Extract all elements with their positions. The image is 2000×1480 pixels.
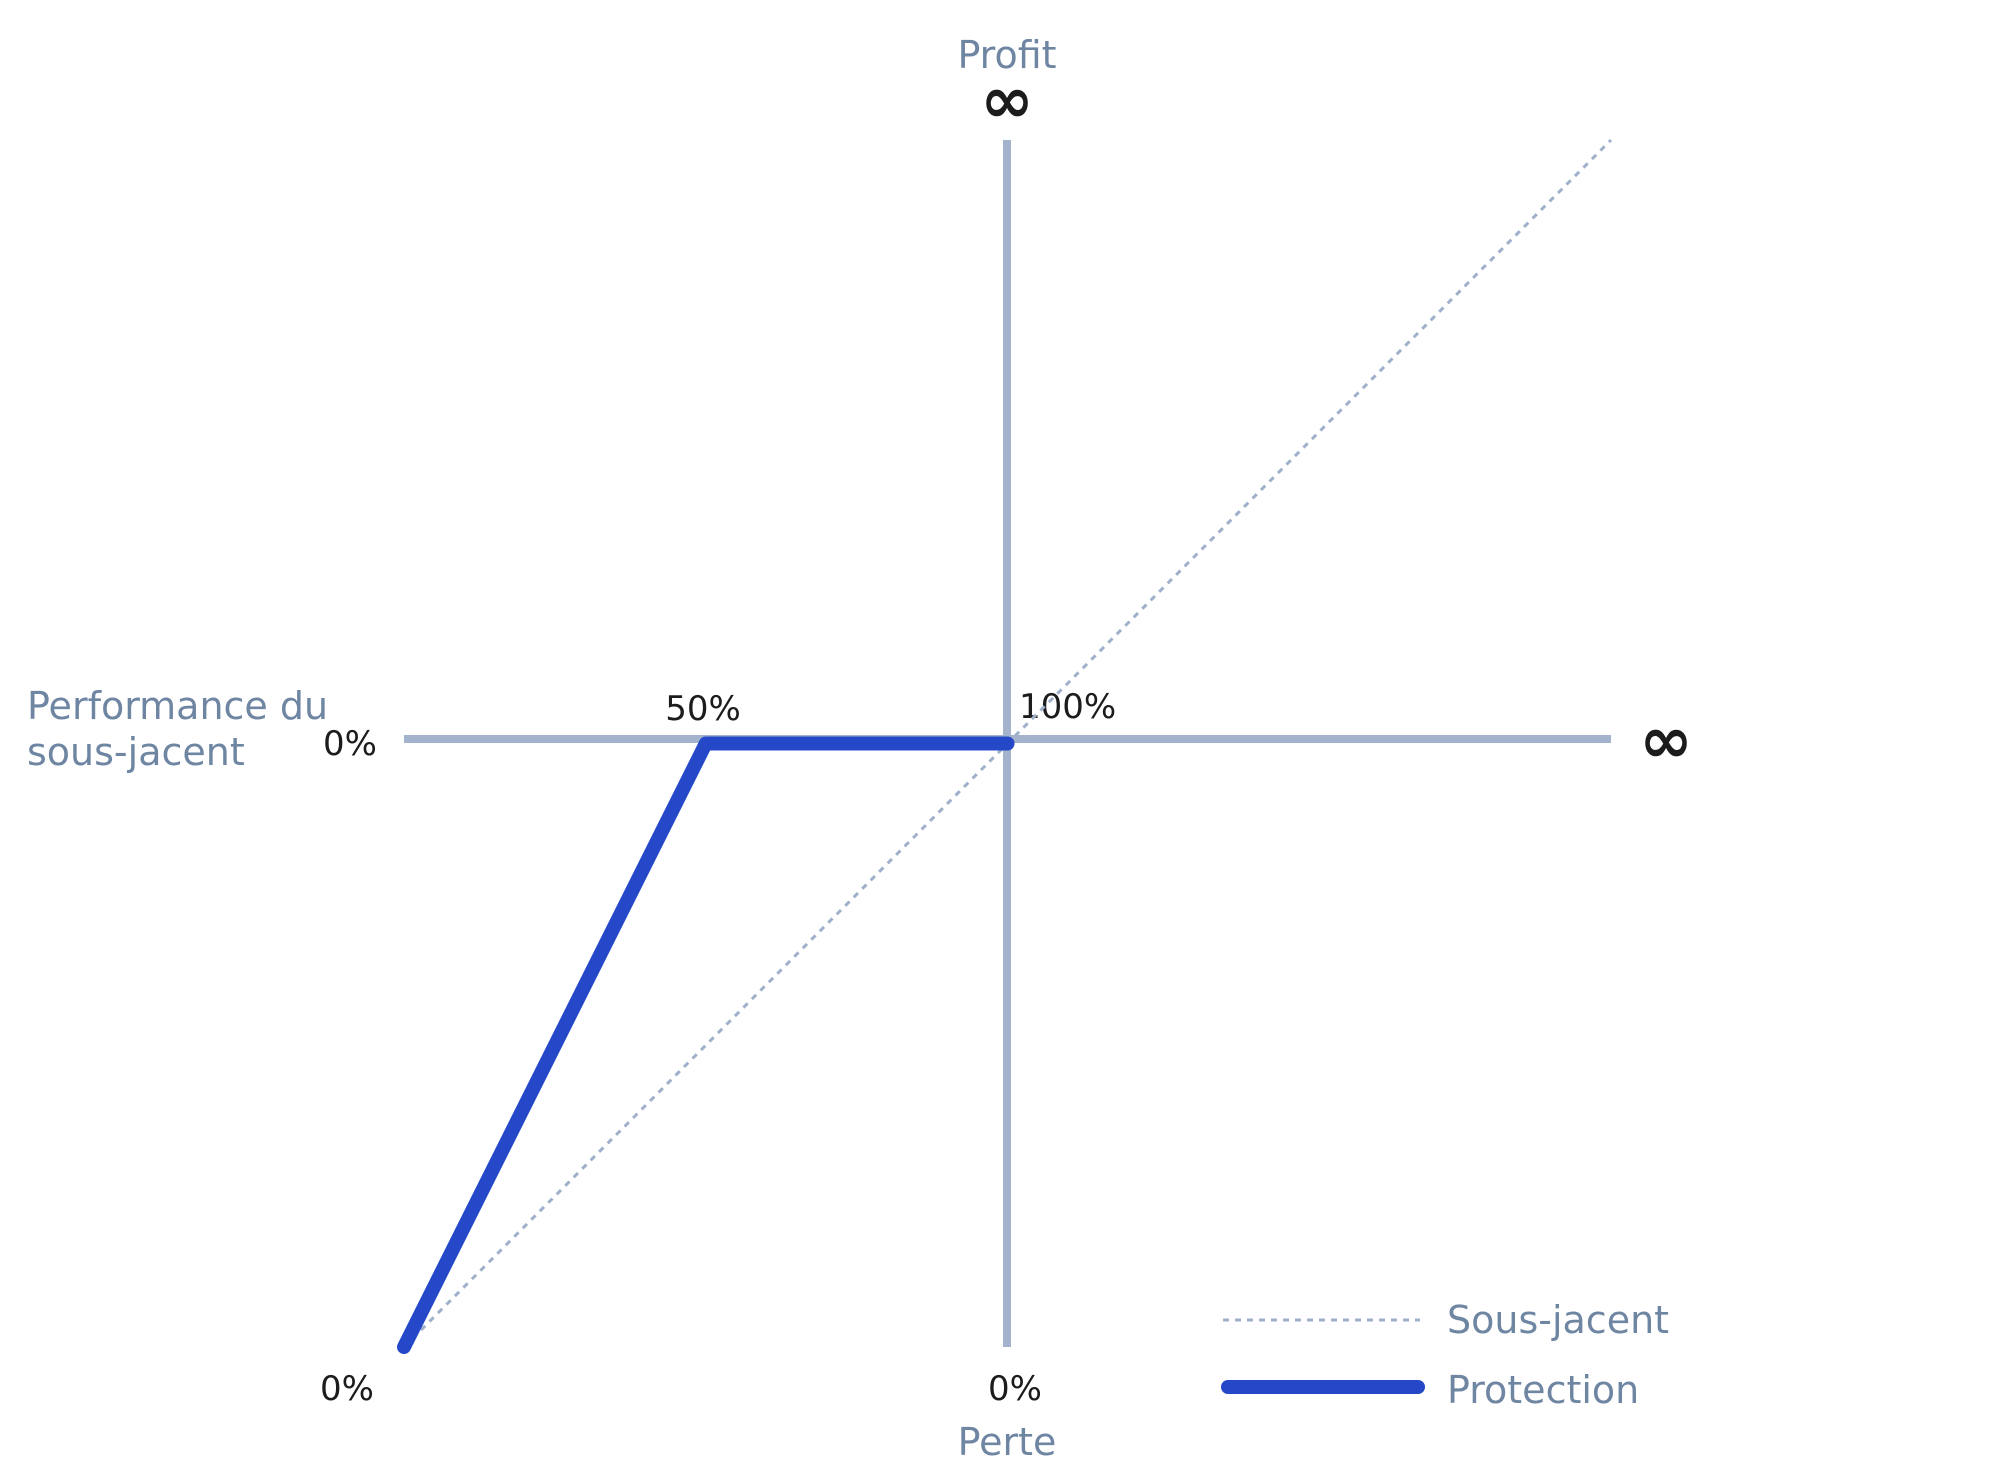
tick-label-100: 100%	[1019, 687, 1116, 727]
x-axis-left-label-line1: Performance du	[27, 684, 328, 728]
legend: Sous-jacent Protection	[1221, 1298, 1669, 1412]
x-axis-infinity-label: ∞	[1639, 704, 1692, 778]
x-axis-left-label-line2: sous-jacent	[27, 730, 245, 774]
tick-label-50: 50%	[665, 689, 741, 729]
tick-label-left-zero: 0%	[323, 724, 377, 764]
tick-label-bottom-center-zero: 0%	[988, 1369, 1042, 1409]
tick-label-bottom-left-zero: 0%	[320, 1369, 374, 1409]
y-axis-bottom-label: Perte	[958, 1420, 1057, 1464]
y-axis-top-label: Profit	[957, 33, 1056, 77]
series-layer	[397, 138, 1613, 1354]
legend-label-protection: Protection	[1447, 1368, 1639, 1412]
legend-label-sous-jacent: Sous-jacent	[1447, 1298, 1669, 1342]
series-line-protection	[397, 736, 1015, 1354]
y-axis-infinity-label: ∞	[980, 64, 1033, 138]
